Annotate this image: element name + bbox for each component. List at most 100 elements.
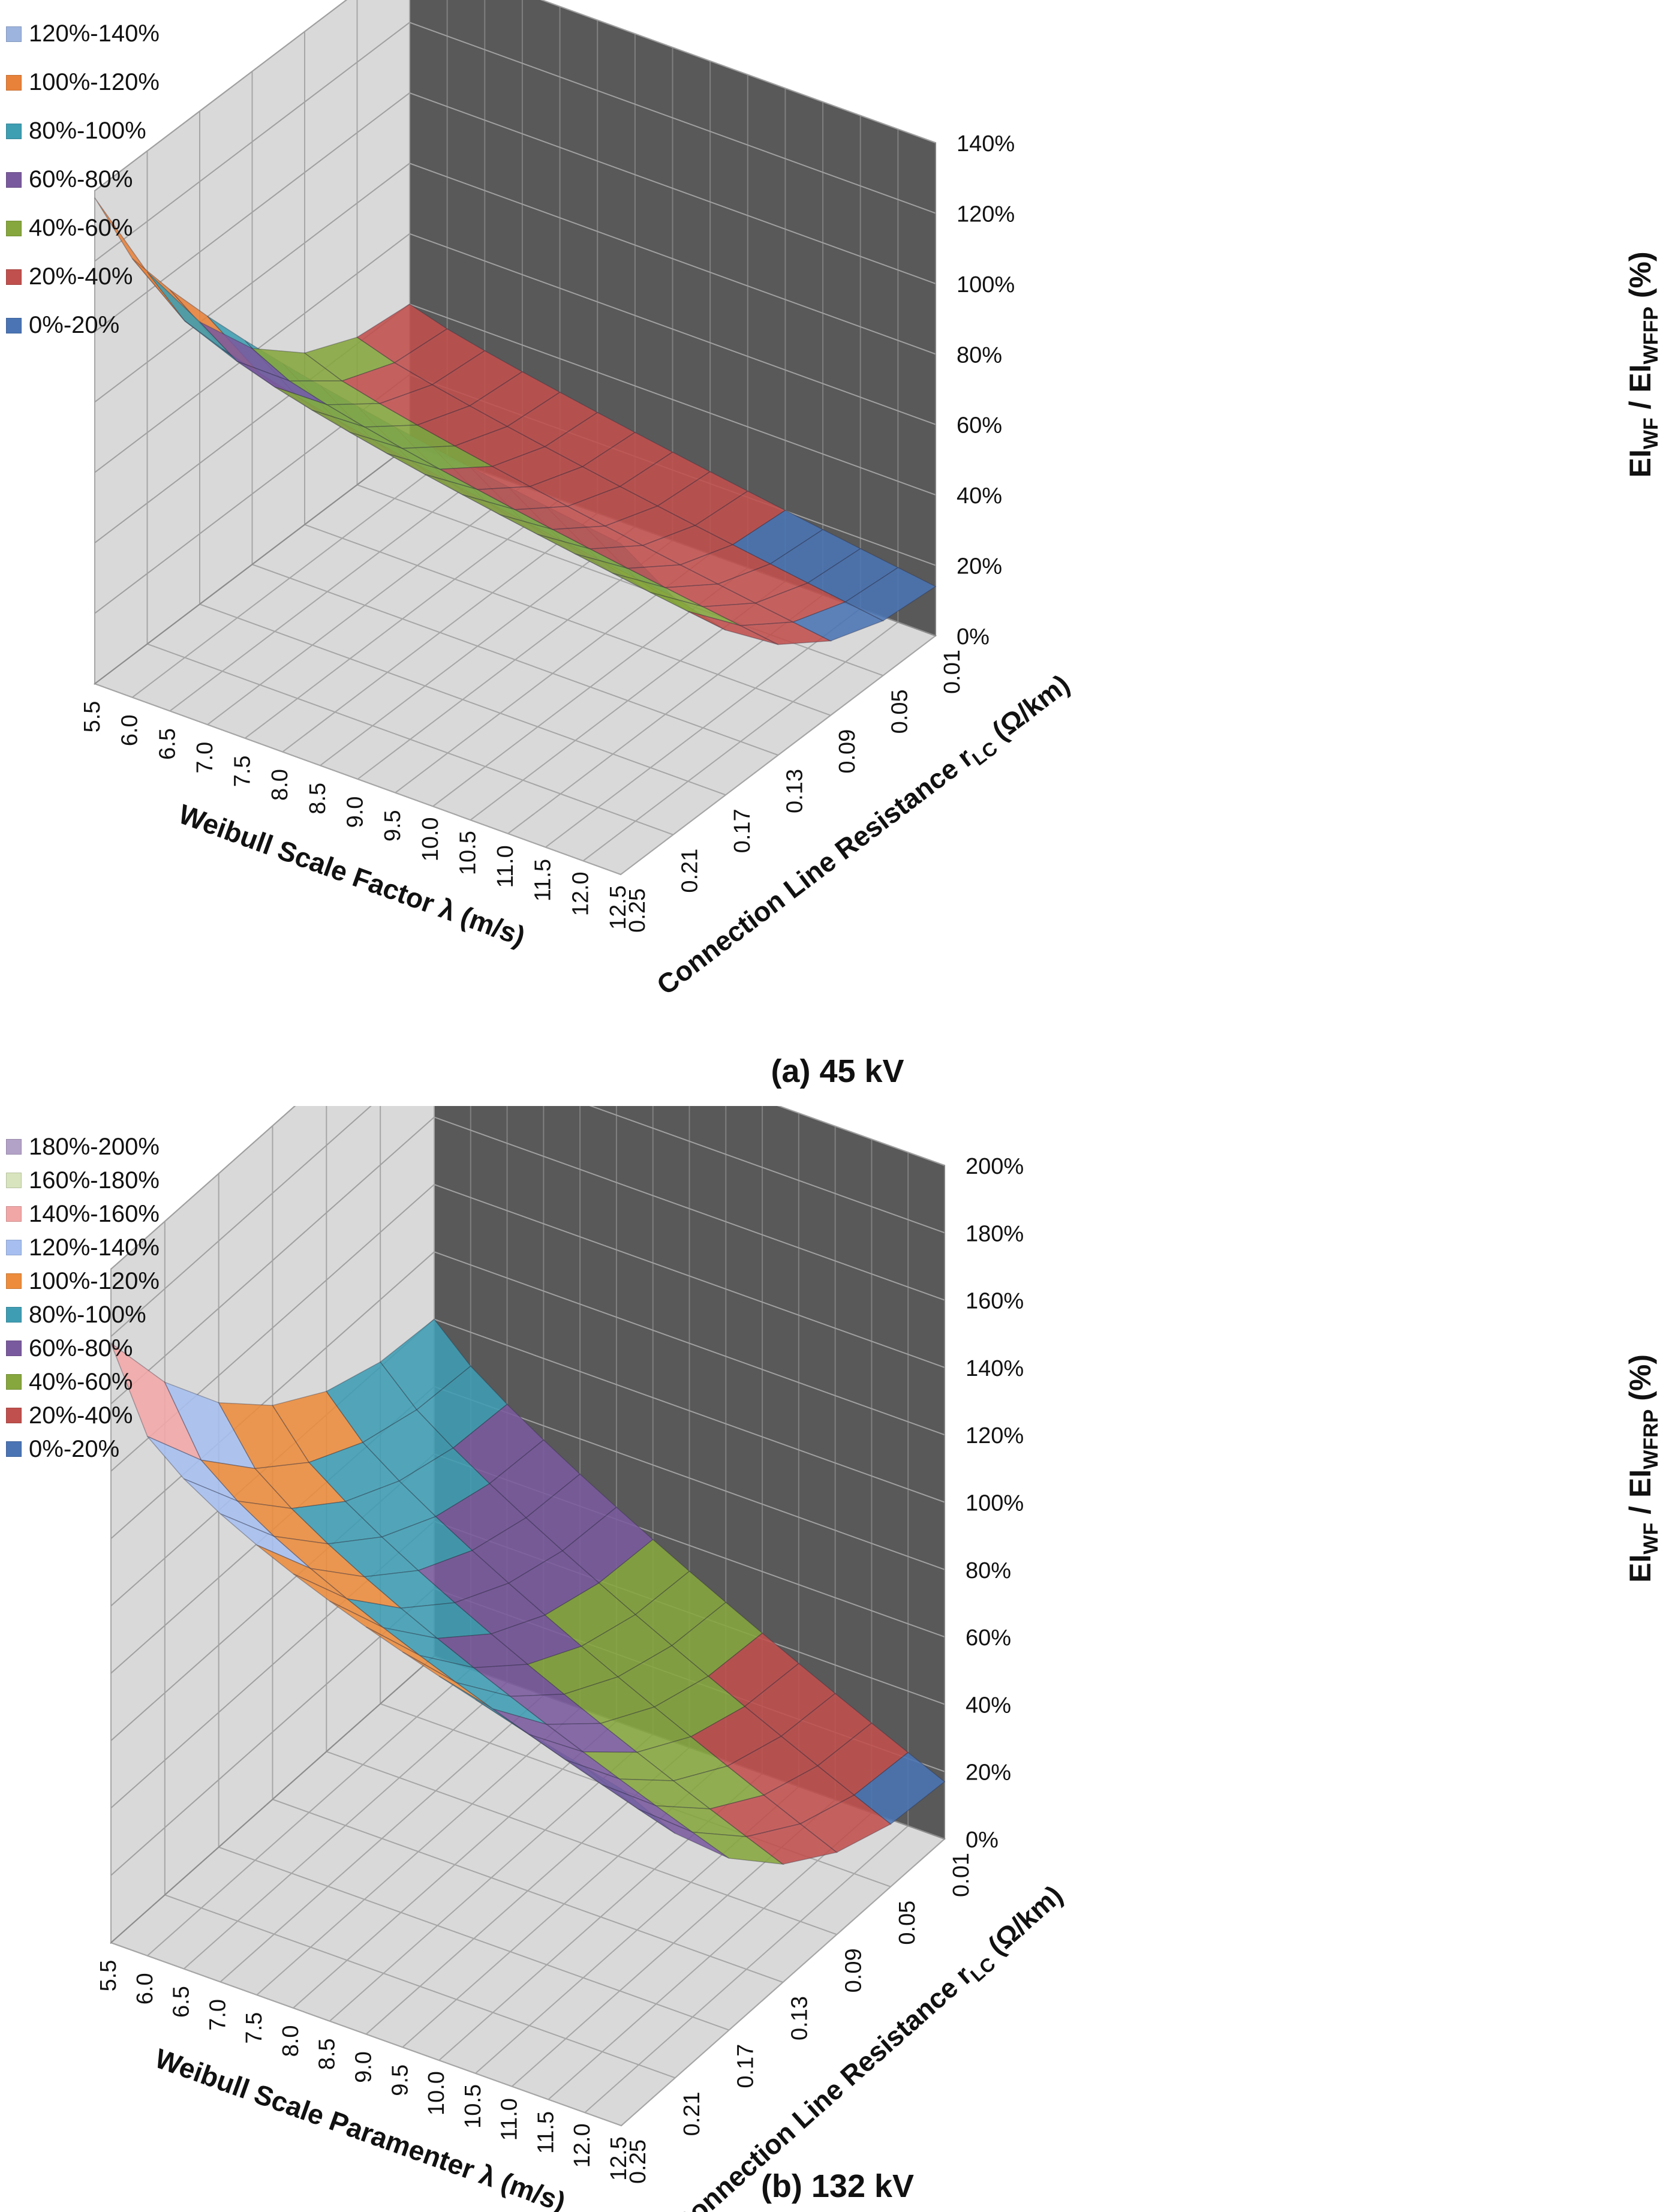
x-tick-label: 8.5 (305, 783, 330, 815)
legend-item: 0%-20% (6, 301, 160, 350)
legend-item: 140%-160% (6, 1197, 160, 1231)
z-tick-label: 120% (957, 202, 1015, 227)
z-gridline (110, 1106, 945, 1270)
z-tick-label: 180% (966, 1221, 1024, 1246)
legend-swatch (6, 220, 22, 236)
legend-label: 0%-20% (29, 312, 120, 338)
x-tick-label: 11.0 (497, 2098, 522, 2141)
z-gridline (110, 1106, 945, 1338)
legend-item: 20%-40% (6, 253, 160, 301)
floor-gridline-y (164, 1894, 676, 2079)
legend-label: 80%-100% (29, 1301, 146, 1328)
surface-chart-132kv: 0% 20% 40% 60% 80% 100% 120% 140% 160% 180% 200% 5.… (96, 1106, 1662, 2212)
y-tick-label: 0.09 (835, 729, 860, 774)
floor-gridline-y (110, 1942, 622, 2126)
legend-swatch (6, 1240, 22, 1255)
z-gridline (110, 1116, 945, 1405)
z-axis-label: EIWF / EIWFFP (%) (1623, 251, 1662, 477)
x-tick-label: 8.0 (267, 769, 293, 801)
legend-swatch (6, 1341, 22, 1356)
legend-label: 160%-180% (29, 1167, 160, 1194)
x-tick-label: 10.5 (455, 831, 480, 875)
z-gridline (94, 0, 936, 191)
caption-45kv: (a) 45 kV (771, 1053, 904, 1089)
surface-cell (792, 601, 885, 642)
floor-gridline-y (218, 1846, 730, 2031)
x-tick-label: 9.0 (343, 797, 368, 828)
legend-swatch (6, 1408, 22, 1423)
y-tick-label: 0.17 (730, 809, 755, 853)
legend-item: 20%-40% (6, 1399, 160, 1432)
surface-chart-45kv: 0% 20% 40% 60% 80% 100% 120% 140% 5.5 6.0 6.5 7.0 7.… (80, 0, 1662, 1001)
y-tick-label: 0.13 (783, 769, 808, 813)
legend-item: 40%-60% (6, 1365, 160, 1399)
legend-item: 120%-140% (6, 1231, 160, 1264)
legend-swatch (6, 1441, 22, 1457)
legend-item: 80%-100% (6, 107, 160, 155)
legend-label: 60%-80% (29, 1335, 133, 1362)
z-tick-label: 40% (966, 1693, 1011, 1718)
x-tick-label: 7.5 (242, 2012, 267, 2044)
y-tick-label: 0.21 (678, 849, 703, 893)
legend-item: 180%-200% (6, 1130, 160, 1164)
x-tick-label: 6.5 (155, 728, 180, 760)
legend-swatch (6, 172, 22, 188)
legend-item: 40%-60% (6, 204, 160, 253)
z-gridline (94, 233, 936, 473)
z-gridline (94, 22, 936, 262)
x-tick-label: 9.5 (387, 2064, 413, 2096)
x-tick-label: 11.0 (493, 845, 518, 888)
y-tick-label: 0.21 (679, 2091, 705, 2136)
legend-swatch (6, 317, 22, 333)
legend-label: 120%-140% (29, 1234, 160, 1261)
y-tick-label: 0.25 (626, 2139, 651, 2184)
legend-label: 0%-20% (29, 1435, 120, 1462)
legend-45kv: 120%-140% 100%-120% 80%-100% 60%-80% 40%-60%… (6, 10, 160, 350)
legend-label: 100%-120% (29, 1267, 160, 1294)
x-tick-label: 12.5 (606, 885, 631, 930)
y-tick-label: 0.09 (841, 1948, 866, 1992)
floor-gridline-y (272, 1799, 783, 1983)
x-tick-label: 5.5 (96, 1960, 121, 1992)
floor-gridline-y (252, 564, 778, 756)
legend-swatch (6, 1173, 22, 1188)
legend-swatch (6, 269, 22, 285)
x-tick-label: 11.5 (531, 859, 556, 901)
y-tick-label: 0.01 (949, 1853, 974, 1897)
z-tick-label: 120% (966, 1423, 1024, 1448)
x-tick-label: 12.0 (570, 2123, 595, 2168)
floor-gridline-y (304, 524, 831, 716)
z-tick-label: 140% (957, 131, 1015, 157)
x-tick-label: 8.5 (315, 2038, 340, 2070)
x-tick-label: 6.5 (169, 1986, 194, 2018)
x-tick-label: 10.0 (418, 817, 443, 861)
z-gridline (94, 92, 936, 332)
legend-label: 20%-40% (29, 263, 133, 290)
floor-gridline-y (326, 1751, 837, 1936)
legend-label: 120%-140% (29, 20, 160, 47)
legend-item: 100%-120% (6, 1264, 160, 1298)
y-tick-label: 0.05 (888, 689, 913, 734)
legend-item: 160%-180% (6, 1164, 160, 1197)
legend-swatch (6, 26, 22, 42)
legend-swatch (6, 1307, 22, 1323)
z-axis-label: EIWF / EIWFRP (%) (1623, 1354, 1662, 1583)
legend-label: 60%-80% (29, 166, 133, 193)
chart-panel-45kv: 0% 20% 40% 60% 80% 100% 120% 140% 5.5 6.0 6.5 7.0 7.… (6, 0, 1662, 1089)
legend-label: 180%-200% (29, 1133, 160, 1160)
z-gridline (110, 1183, 945, 1472)
floor-gridline-y (94, 683, 621, 875)
legend-item: 60%-80% (6, 1332, 160, 1365)
z-tick-label: 20% (957, 554, 1002, 579)
x-tick-label: 6.0 (133, 1973, 158, 2004)
legend-item: 0%-20% (6, 1432, 160, 1466)
legend-item: 100%-120% (6, 58, 160, 107)
surface-cell (844, 567, 937, 621)
x-tick-label: 7.5 (230, 755, 255, 787)
z-tick-label: 0% (966, 1828, 999, 1853)
y-tick-label: 0.17 (733, 2044, 759, 2088)
legend-swatch (6, 1206, 22, 1222)
x-tick-label: 10.0 (424, 2071, 449, 2115)
x-tick-label: 9.5 (380, 810, 405, 841)
surface-cell (853, 1751, 946, 1825)
